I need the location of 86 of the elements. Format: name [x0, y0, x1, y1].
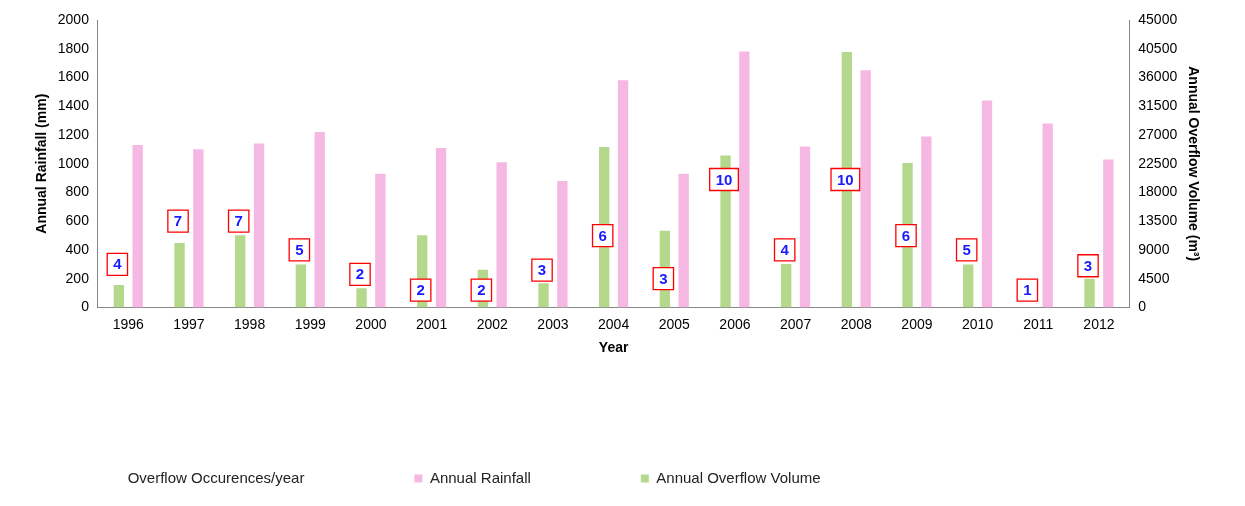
y-tick-label: 0	[81, 298, 90, 315]
y-tick-label: 2000	[57, 10, 90, 27]
x-tick-label: 2003	[537, 315, 569, 332]
y-tick-label: 1000	[57, 154, 90, 171]
x-tick-label: 1997	[173, 315, 205, 332]
y2-axis-title: Annual Overflow Volume (m³)	[1185, 66, 1202, 262]
legend-label: Annual Rainfall	[429, 468, 531, 486]
annotation: 2	[355, 265, 365, 283]
y2-tick-label: 27000	[1138, 125, 1178, 142]
x-tick-label: 2012	[1083, 315, 1115, 332]
y2-tick-label: 22500	[1138, 154, 1178, 171]
annotation: 6	[901, 226, 911, 244]
y2-tick-label: 45000	[1138, 10, 1178, 27]
bar	[981, 100, 993, 308]
annotation: 10	[837, 170, 854, 188]
x-tick-label: 2005	[658, 315, 691, 332]
y-tick-label: 1600	[57, 68, 90, 85]
x-tick-label: 1999	[294, 315, 327, 332]
annotation: 7	[234, 212, 243, 230]
bar	[435, 147, 447, 308]
bar	[295, 264, 307, 308]
x-tick-label: 2002	[476, 315, 509, 332]
bar	[781, 263, 792, 308]
x-tick-label: 2010	[962, 315, 994, 332]
y-tick-label: 1200	[57, 125, 90, 142]
bar	[496, 162, 507, 308]
x-tick-label: 2007	[780, 315, 812, 332]
annotation: 4	[113, 255, 123, 273]
annotation: 3	[1083, 256, 1093, 274]
legend-title: Overflow Occurences/year	[127, 468, 305, 486]
annotation: 6	[598, 226, 607, 244]
annotation: 3	[659, 269, 668, 287]
annotation: 4	[780, 241, 790, 259]
y2-tick-label: 40500	[1138, 39, 1178, 56]
x-tick-label: 2009	[901, 315, 933, 332]
x-tick-label: 2011	[1023, 315, 1054, 332]
x-tick-label: 1996	[112, 315, 145, 332]
x-tick-label: 2001	[416, 315, 448, 332]
annotation: 3	[537, 261, 547, 279]
bar	[314, 132, 325, 308]
y2-tick-label: 31500	[1138, 97, 1178, 114]
legend-label: Annual Overflow Volume	[656, 468, 821, 486]
y2-tick-label: 18000	[1138, 183, 1178, 200]
bar	[132, 145, 143, 308]
bar	[113, 285, 125, 308]
y-tick-label: 1400	[57, 97, 90, 114]
bar	[1103, 159, 1114, 308]
x-tick-label: 2004	[598, 315, 630, 332]
x-tick-label: 2000	[355, 315, 387, 332]
y2-tick-label: 36000	[1138, 68, 1178, 85]
bar	[860, 70, 871, 308]
bar	[678, 173, 689, 308]
bar	[739, 51, 750, 308]
annotation: 2	[416, 281, 425, 299]
x-axis-title: Year	[598, 339, 629, 356]
y2-tick-label: 0	[1138, 298, 1147, 315]
y2-tick-label: 9000	[1138, 240, 1170, 257]
bar	[356, 288, 367, 308]
y-tick-label: 800	[65, 183, 90, 200]
annotation: 10	[715, 170, 733, 188]
x-tick-label: 2008	[840, 315, 873, 332]
y2-tick-label: 4500	[1138, 269, 1170, 286]
y2-tick-label: 13500	[1138, 212, 1178, 229]
annotation: 5	[295, 241, 304, 259]
y-tick-label: 200	[65, 269, 90, 286]
bar	[235, 235, 246, 308]
bar	[617, 80, 629, 308]
bar	[375, 173, 386, 308]
y-tick-label: 600	[65, 212, 90, 229]
y-tick-label: 400	[65, 240, 90, 257]
bar	[253, 143, 265, 308]
annotation: 1	[1023, 281, 1032, 299]
bar	[193, 149, 204, 308]
annotation: 7	[173, 212, 183, 230]
x-tick-label: 2006	[719, 315, 751, 332]
bar	[799, 146, 811, 308]
bar	[174, 242, 185, 308]
bar	[963, 264, 974, 308]
x-tick-label: 1998	[234, 315, 266, 332]
bar	[557, 180, 568, 308]
annotation: 5	[962, 241, 971, 259]
y-tick-label: 1800	[57, 39, 90, 56]
y-axis-title: Annual Rainfall (mm)	[33, 93, 50, 234]
bar	[921, 136, 932, 308]
annotation: 2	[477, 281, 486, 299]
bar	[1042, 123, 1053, 308]
